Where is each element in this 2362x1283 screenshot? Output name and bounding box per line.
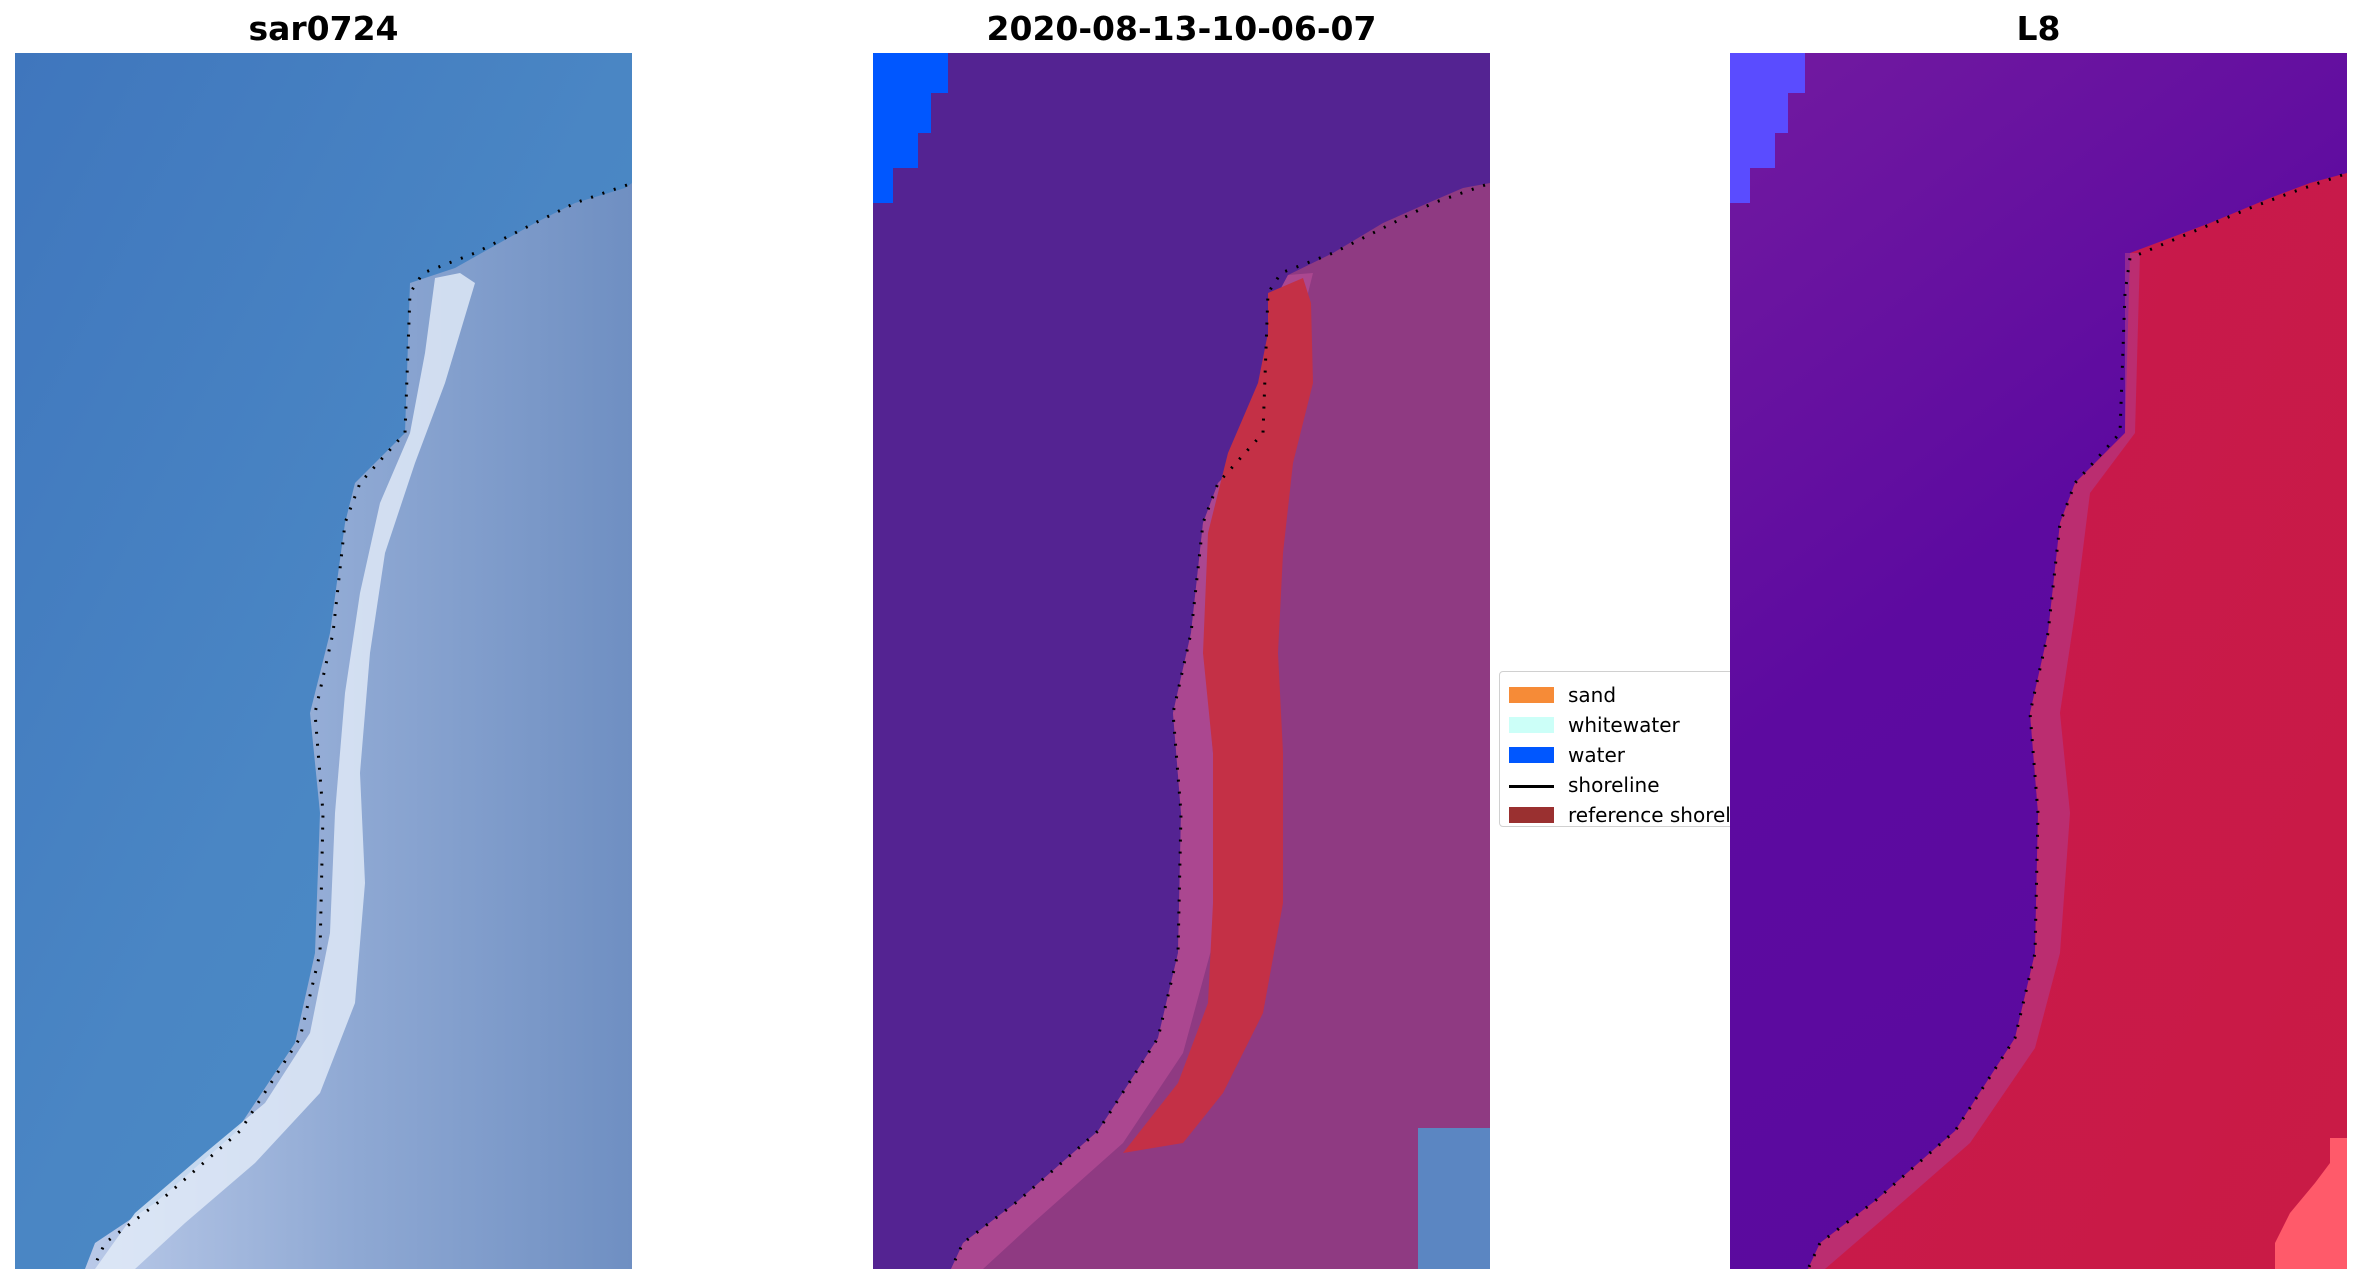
legend-label-sand: sand	[1568, 683, 1617, 707]
legend-item-whitewater: whitewater	[1500, 710, 1734, 740]
legend-item-water: water	[1500, 740, 1734, 770]
legend-item-shoreline: shoreline	[1500, 770, 1734, 800]
reference-shoreline-swatch	[1509, 807, 1554, 823]
whitewater-swatch	[1509, 717, 1554, 733]
blue-patch-top-left	[1730, 53, 1805, 203]
legend-item-reference-shoreline: reference shoreline	[1500, 800, 1734, 827]
rgb-image	[15, 53, 632, 1269]
legend-label-whitewater: whitewater	[1568, 713, 1680, 737]
image-panel-index	[1730, 53, 2347, 1269]
panel-title-2: 2020-08-13-10-06-07	[986, 9, 1377, 48]
legend: sand whitewater water shoreline referenc…	[1499, 671, 1735, 827]
water-swatch	[1509, 747, 1554, 763]
bright-patch-bottom-right	[2275, 1138, 2347, 1269]
index-image	[1730, 53, 2347, 1269]
water-patch-top-left	[873, 53, 948, 203]
panel-title-1: sar0724	[248, 9, 399, 48]
classified-image	[873, 53, 1490, 1269]
legend-item-sand: sand	[1500, 680, 1734, 710]
legend-label-water: water	[1568, 743, 1625, 767]
beach-whitewater-band	[95, 273, 475, 1269]
reference-shoreline-patch	[1123, 278, 1313, 1153]
image-panel-rgb	[15, 53, 632, 1269]
water-patch-bottom-right	[1418, 1128, 1490, 1269]
shoreline-line-sample	[1509, 785, 1554, 788]
image-panel-classified	[873, 53, 1490, 1269]
land-area-index	[1808, 173, 2347, 1269]
legend-label-shoreline: shoreline	[1568, 773, 1660, 797]
sand-swatch	[1509, 687, 1554, 703]
legend-label-reference-shoreline: reference shoreline	[1568, 803, 1734, 827]
panel-title-3: L8	[2016, 9, 2061, 48]
